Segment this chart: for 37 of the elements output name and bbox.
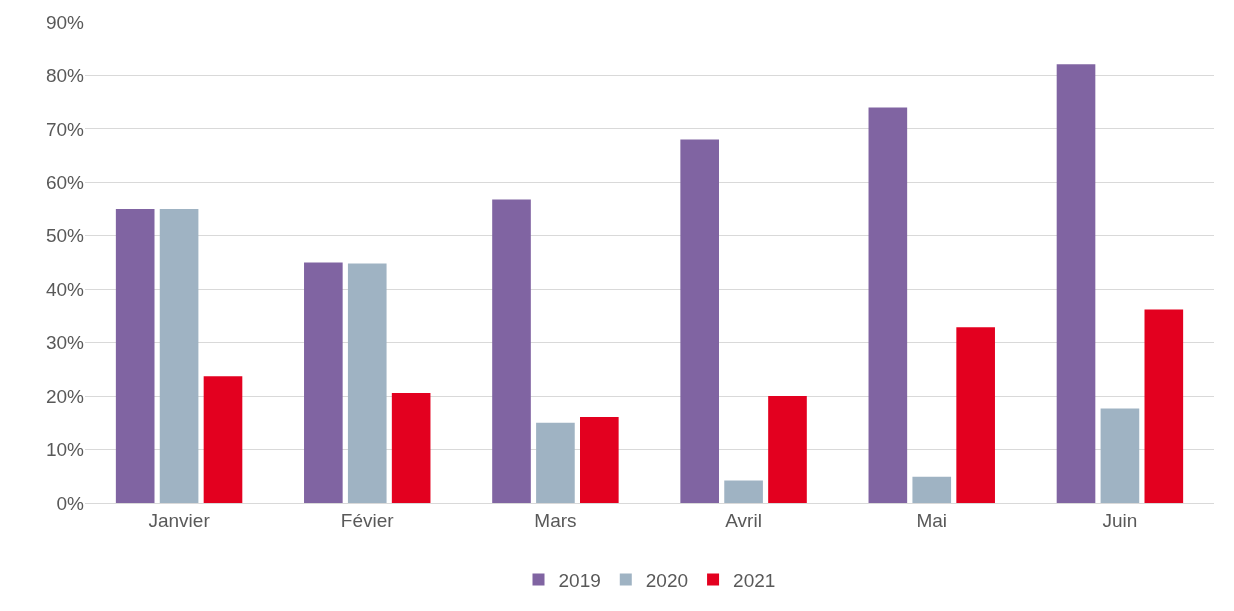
bar: [912, 476, 952, 503]
x-tick-label: Mai: [916, 509, 948, 531]
bar: [768, 396, 807, 503]
bar: [580, 416, 619, 503]
x-tick-label: Févier: [340, 509, 395, 531]
bar: [203, 376, 243, 503]
x-tick-label: Juin: [1102, 509, 1138, 531]
y-tick-label: 80%: [45, 65, 85, 87]
x-tick-label: Mars: [534, 509, 577, 531]
bar: [391, 392, 431, 503]
legend-label: 2020: [645, 569, 689, 591]
bar: [868, 107, 908, 503]
legend-label: 2021: [733, 569, 776, 591]
y-tick-label: 10%: [45, 439, 85, 461]
y-tick-label: 50%: [45, 225, 85, 247]
bar: [536, 422, 575, 503]
bar: [159, 209, 199, 503]
y-tick-label: 60%: [45, 171, 85, 193]
bar: [680, 139, 719, 503]
bar: [304, 262, 343, 503]
bar: [1144, 309, 1184, 503]
bar: [1100, 408, 1140, 503]
legend-label: 2019: [558, 569, 601, 591]
x-tick-label: Janvier: [148, 509, 211, 531]
bar: [1056, 64, 1096, 503]
bar: [492, 199, 531, 503]
y-tick-label: 90%: [45, 11, 85, 33]
y-tick-label: 40%: [45, 278, 85, 300]
bar: [724, 480, 763, 503]
y-tick-label: 0%: [56, 492, 85, 514]
x-tick-label: Avril: [725, 509, 762, 531]
bar: [347, 263, 387, 503]
y-tick-label: 20%: [45, 385, 85, 407]
y-tick-label: 70%: [45, 118, 85, 140]
y-tick-label: 30%: [45, 332, 85, 354]
bar: [115, 209, 155, 503]
bar: [956, 327, 995, 503]
